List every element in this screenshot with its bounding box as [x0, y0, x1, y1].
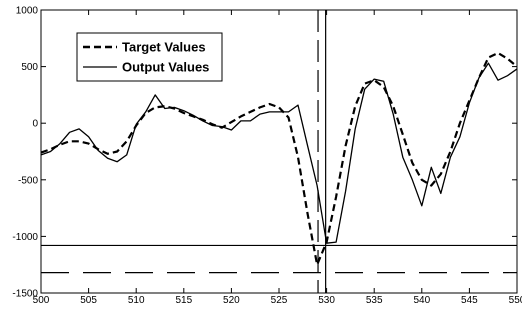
legend-label: Target Values — [122, 40, 206, 55]
reference-lines — [41, 10, 517, 293]
x-tick-label: 520 — [223, 295, 240, 306]
x-tick-label: 535 — [366, 295, 383, 306]
series-line-output — [41, 62, 517, 244]
x-tick-label: 545 — [461, 295, 478, 306]
axes: 500 505 510 515 520 525 530 535 540 545 550 -1500 -1… — [12, 6, 522, 307]
x-tick-label: 510 — [128, 295, 145, 306]
y-tick-label: 0 — [32, 119, 38, 130]
y-tick-label: -500 — [18, 175, 38, 186]
legend-box — [76, 32, 223, 82]
x-tick-label: 550 — [509, 295, 522, 306]
y-tick-label: -1000 — [12, 232, 38, 243]
legend-label: Output Values — [122, 60, 209, 75]
x-tick-label: 530 — [318, 295, 335, 306]
x-tick-label: 540 — [413, 295, 430, 306]
y-tick-label: -1500 — [12, 289, 38, 300]
x-tick-label: 500 — [33, 295, 50, 306]
x-tick-label: 505 — [80, 295, 97, 306]
y-tick-label: 1000 — [16, 6, 39, 17]
y-tick-label: 500 — [21, 62, 38, 73]
series-line-target — [41, 51, 517, 266]
x-tick-label: 525 — [271, 295, 288, 306]
legend: Target Values Output Values — [76, 32, 223, 82]
series-layer — [41, 51, 517, 266]
x-tick-label: 515 — [175, 295, 192, 306]
